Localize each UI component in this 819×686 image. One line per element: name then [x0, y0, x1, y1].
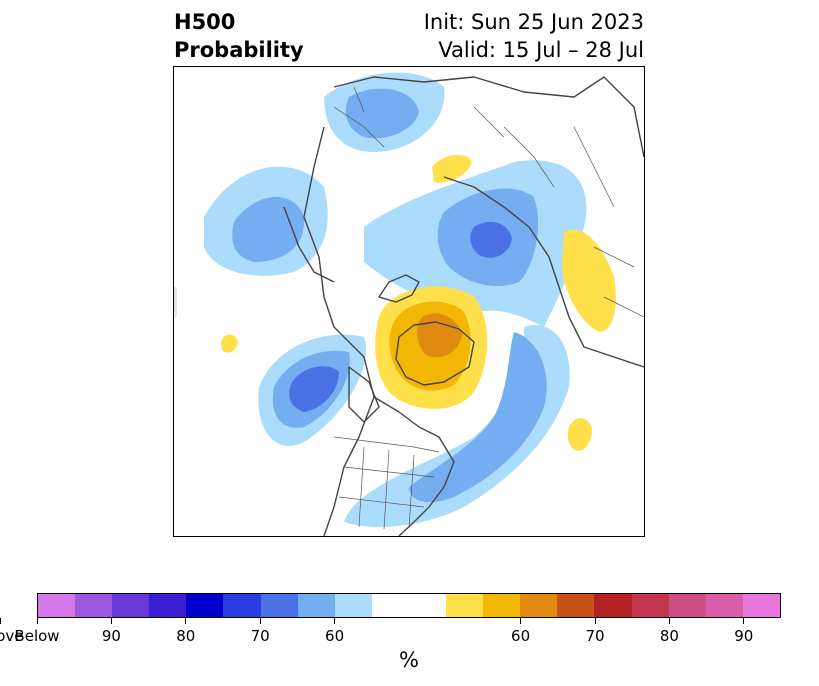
eurasia-coast — [333, 76, 644, 158]
colorbar-tick — [259, 618, 261, 624]
anomaly-scandinavia-medium — [345, 88, 419, 139]
colorbar-segment-above — [557, 594, 595, 617]
colorbar-segment-above — [446, 594, 484, 617]
colorbar-segment-neutral — [371, 594, 447, 617]
colorbar-tick-label: 80 — [176, 627, 196, 645]
colorbar-tick-label: Below — [14, 627, 60, 645]
colorbar-segment-above — [742, 594, 780, 617]
coastlines — [283, 76, 644, 536]
colorbar-segment-above — [631, 594, 669, 617]
colorbar-segment-below — [75, 594, 113, 617]
anomaly-siberia-dark — [470, 221, 512, 258]
colorbar-tick — [668, 618, 670, 624]
eurasia-borders — [473, 106, 644, 318]
valid-period: Valid: 15 Jul – 28 Jul — [438, 38, 644, 62]
init-date: Init: Sun 25 Jun 2023 — [423, 10, 644, 34]
colorbar-tick-label: 90 — [734, 627, 754, 645]
title-variable: H500 — [174, 10, 236, 34]
arctic-islands — [378, 274, 420, 303]
anomaly-pacific-dot — [221, 334, 238, 353]
colorbar-tick — [594, 618, 596, 624]
us-state-lines — [338, 446, 435, 530]
colorbar-tick — [334, 618, 336, 624]
below-70-shading — [289, 221, 512, 412]
anomaly-pacific-dark — [289, 366, 339, 412]
north-america-coast — [303, 126, 375, 536]
colorbar-segment-below — [334, 594, 372, 617]
colorbar-segment-above — [668, 594, 706, 617]
colorbar — [37, 593, 781, 618]
probability-map — [173, 66, 645, 537]
colorbar-tick — [520, 618, 522, 624]
map-dates: Init: Sun 25 Jun 2023 Valid: 15 Jul – 28… — [424, 8, 644, 64]
colorbar-segment-above — [520, 594, 558, 617]
colorbar-tick — [743, 618, 745, 624]
anomaly-kamchatka — [562, 229, 616, 332]
hudson-bay — [348, 366, 380, 423]
colorbar-segment-below — [260, 594, 298, 617]
anomaly-atlantic-dot — [567, 418, 592, 451]
anomaly-east-siberia — [432, 155, 472, 183]
title-product: Probability — [174, 38, 304, 62]
anomaly-atlantic-medium — [409, 332, 547, 503]
greenland-coast — [395, 321, 475, 386]
colorbar-tick-label: 60 — [511, 627, 531, 645]
colorbar-segment-below — [149, 594, 187, 617]
colorbar-tick-label: 60 — [325, 627, 345, 645]
siberia-coast — [443, 176, 644, 368]
colorbar-tick-label: Above — [0, 627, 24, 645]
edge-artifact — [174, 287, 177, 317]
colorbar-tick — [110, 618, 112, 624]
colorbar-tick — [0, 618, 1, 624]
anomaly-greenland-dark — [417, 313, 462, 358]
colorbar-tick — [185, 618, 187, 624]
us-canada-border — [333, 436, 440, 453]
above-70-shading — [417, 313, 462, 358]
colorbar-tick — [36, 618, 38, 624]
colorbar-unit: % — [399, 648, 419, 672]
colorbar-segment-below — [223, 594, 261, 617]
alaska-coast — [283, 206, 335, 283]
scandinavia-borders — [333, 86, 385, 148]
colorbar-tick-label: 90 — [101, 627, 121, 645]
colorbar-segment-above — [705, 594, 743, 617]
colorbar-segment-above — [483, 594, 521, 617]
map-canvas — [174, 72, 644, 536]
colorbar-segment-below — [38, 594, 76, 617]
colorbar-segment-below — [186, 594, 224, 617]
colorbar-tick-label: 80 — [659, 627, 679, 645]
colorbar-segment-below — [297, 594, 335, 617]
north-america-east-coast — [373, 396, 455, 536]
colorbar-segment-above — [594, 594, 632, 617]
map-title: H500 Probability — [174, 8, 304, 64]
colorbar-tick-label: 70 — [585, 627, 605, 645]
political-borders — [333, 86, 644, 530]
anomaly-atlantic-light — [344, 325, 570, 527]
colorbar-tick-label: 70 — [250, 627, 270, 645]
colorbar-segment-below — [112, 594, 150, 617]
